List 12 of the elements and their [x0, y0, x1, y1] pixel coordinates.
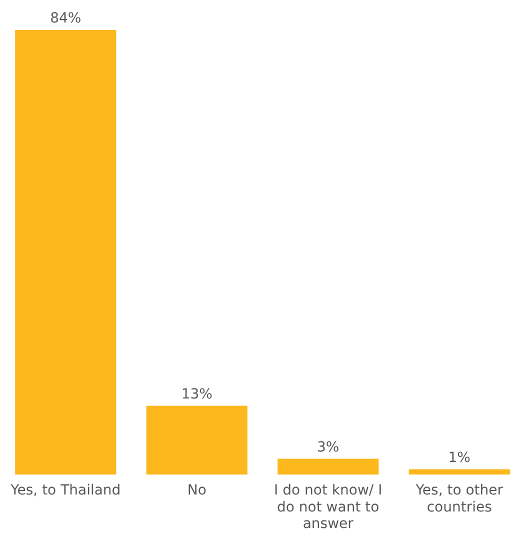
bar	[146, 406, 248, 475]
bar	[15, 30, 116, 475]
x-tick-label: Yes, to Thailand	[10, 482, 121, 499]
x-tick-label: Yes, to other countries	[414, 482, 504, 516]
x-tick-label: I do not know/ I do not want to answer	[274, 482, 382, 532]
data-label: 3%	[317, 439, 340, 456]
data-label: 1%	[448, 450, 470, 466]
x-tick-label: No	[187, 482, 206, 499]
bar	[278, 458, 379, 475]
data-label: 84%	[50, 10, 82, 27]
bar	[408, 469, 510, 475]
data-label: 13%	[181, 386, 212, 402]
